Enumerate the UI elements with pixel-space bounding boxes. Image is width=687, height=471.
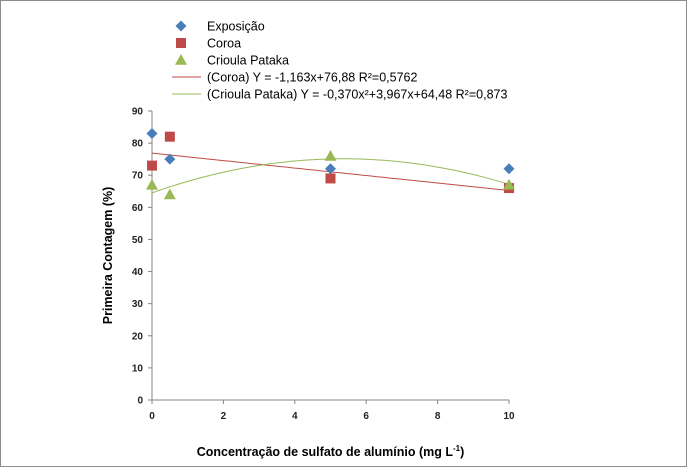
data-point [147, 160, 157, 171]
y-tick-label: 10 [132, 363, 144, 374]
x-axis-title-main: Concentração de sulfato de alumínio (mg … [197, 445, 454, 459]
y-tick-labels: 0 10 20 30 40 50 60 70 80 90 [132, 107, 144, 407]
y-axis-title: Primeira Contagem (%) [101, 187, 115, 325]
data-point [163, 188, 176, 200]
y-tick-label: 50 [132, 235, 144, 246]
data-point [503, 178, 515, 190]
data-point [164, 153, 176, 165]
data-point [164, 131, 175, 142]
x-tick-labels: 0 2 4 6 8 10 [149, 411, 515, 422]
x-tick-label: 10 [503, 411, 515, 422]
x-tick-label: 2 [221, 411, 227, 422]
data-point [325, 163, 336, 175]
y-tick-label: 20 [132, 331, 144, 342]
data-point [146, 178, 158, 190]
legend-label: (Coroa) Y = -1,163x+76,88 R²=0,5762 [207, 71, 417, 85]
data-point [503, 163, 515, 175]
x-axis-title-end: ) [460, 445, 464, 459]
x-axis-title: Concentração de sulfato de alumínio (mg … [197, 444, 465, 459]
legend: Exposição Coroa Crioula Pataka (Coroa) Y = … [172, 20, 507, 102]
y-tick-label: 60 [132, 203, 144, 214]
legend-marker [175, 20, 187, 32]
data-point [146, 127, 158, 139]
legend-label: (Crioula Pataka) Y = -0,370x²+3,967x+64,… [207, 88, 507, 102]
legend-marker [176, 38, 186, 48]
x-tick-label: 4 [292, 411, 298, 422]
data-point [325, 173, 336, 184]
y-tick-label: 40 [132, 267, 144, 278]
axes [148, 110, 510, 404]
y-tick-label: 90 [132, 107, 144, 118]
data-points [146, 127, 515, 200]
x-axis-title-superscript: -1 [453, 444, 461, 453]
legend-label: Exposição [207, 20, 265, 34]
x-tick-label: 6 [363, 411, 369, 422]
legend-label: Coroa [207, 37, 241, 51]
legend-label: Crioula Pataka [207, 54, 289, 68]
y-tick-label: 0 [137, 396, 143, 407]
y-tick-label: 30 [132, 299, 144, 310]
y-tick-label: 80 [132, 139, 144, 150]
y-tick-label: 70 [132, 171, 144, 182]
x-tick-label: 8 [435, 411, 441, 422]
legend-marker [175, 54, 187, 65]
data-point [324, 149, 337, 161]
x-tick-label: 0 [149, 411, 155, 422]
